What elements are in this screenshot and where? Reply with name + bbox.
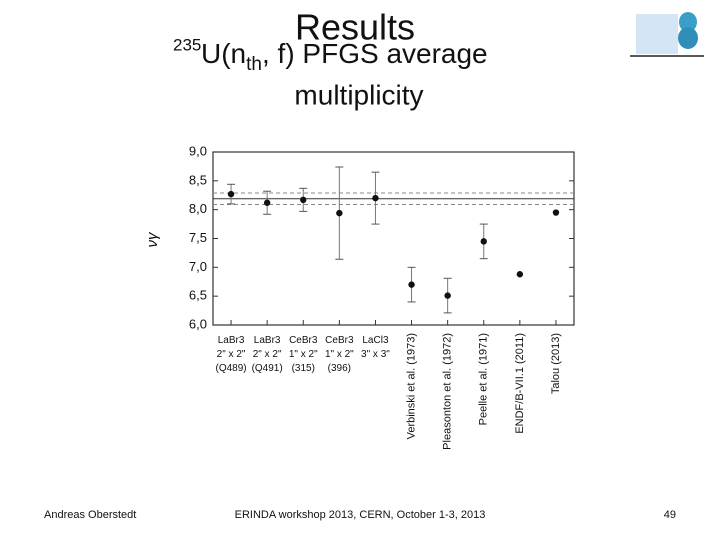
page-number: 49: [664, 509, 676, 521]
x-tick-label-line: 1" x 2": [325, 349, 354, 360]
subtitle-line2: multiplicity: [294, 79, 423, 110]
data-point: [480, 238, 487, 245]
x-tick-label: LaBr3 2" x 2" (Q491): [252, 335, 283, 374]
subtitle-end: , f) PFGS average: [262, 38, 488, 69]
footer-left: Andreas Oberstedt: [44, 509, 136, 521]
y-tick-label: 8,5: [189, 172, 207, 187]
plot-frame: [212, 151, 575, 326]
y-tick-label: 7,0: [189, 259, 207, 274]
x-tick-label: Verbinski et al. (1973): [405, 333, 417, 439]
x-tick-label-line: 3" x 3": [361, 349, 390, 360]
x-tick-label: Peelle et al. (1971): [478, 333, 490, 425]
x-tick-label-line: (Q489): [215, 363, 246, 374]
subtitle-start: U(n: [201, 38, 246, 69]
slide-title: Results: [295, 7, 415, 48]
y-tick-label: 8,0: [189, 201, 207, 216]
y-tick-label: 7,5: [189, 230, 207, 245]
logo: [630, 12, 704, 57]
data-point: [336, 209, 343, 217]
subtitle-mass: 235: [173, 35, 201, 54]
subtitle: U(nth, f) PFGS average: [201, 38, 488, 75]
x-tick-label: Pleasonton et al. (1972): [442, 333, 454, 450]
x-tick-label-line: LaBr3: [218, 335, 245, 346]
x-tick-label: Talou (2013): [550, 333, 562, 394]
x-tick-label-line: CeBr3: [325, 335, 354, 346]
data-point: [227, 190, 235, 198]
x-tick-label-line: 2" x 2": [217, 349, 246, 360]
y-axis-label: νγ: [144, 231, 161, 248]
x-tick-label-line: CeBr3: [289, 335, 318, 346]
data-point: [516, 271, 524, 278]
x-tick-label: CeBr3 1" x 2" (396): [325, 335, 354, 374]
subtitle-sub: th: [246, 54, 262, 75]
x-tick-label: ENDF/B-VII.1 (2011): [514, 333, 526, 434]
x-tick-label-line: 2" x 2": [253, 349, 282, 360]
x-tick-label-line: LaBr3: [254, 335, 281, 346]
footer-center: ERINDA workshop 2013, CERN, October 1-3,…: [235, 509, 486, 521]
data-point: [263, 199, 271, 206]
x-tick-label: LaBr3 2" x 2" (Q489): [215, 335, 246, 374]
data-point: [552, 209, 560, 216]
x-tick-label-line: (396): [328, 363, 351, 374]
data-point: [408, 281, 415, 288]
y-tick-label: 6,0: [189, 316, 207, 331]
x-tick-label-line: 1" x 2": [289, 349, 318, 360]
x-tick-label: LaCl3 3" x 3": [361, 335, 390, 360]
x-tick-label-line: (Q491): [252, 363, 283, 374]
data-point: [372, 194, 379, 202]
data-point: [300, 196, 307, 204]
y-tick-label: 9,0: [189, 143, 207, 158]
x-tick-label-line: LaCl3: [362, 335, 389, 346]
y-tick-label: 6,5: [189, 288, 207, 303]
x-tick-label-line: (315): [292, 363, 315, 374]
data-point: [444, 292, 451, 299]
x-tick-label: CeBr3 1" x 2" (315): [289, 335, 318, 374]
